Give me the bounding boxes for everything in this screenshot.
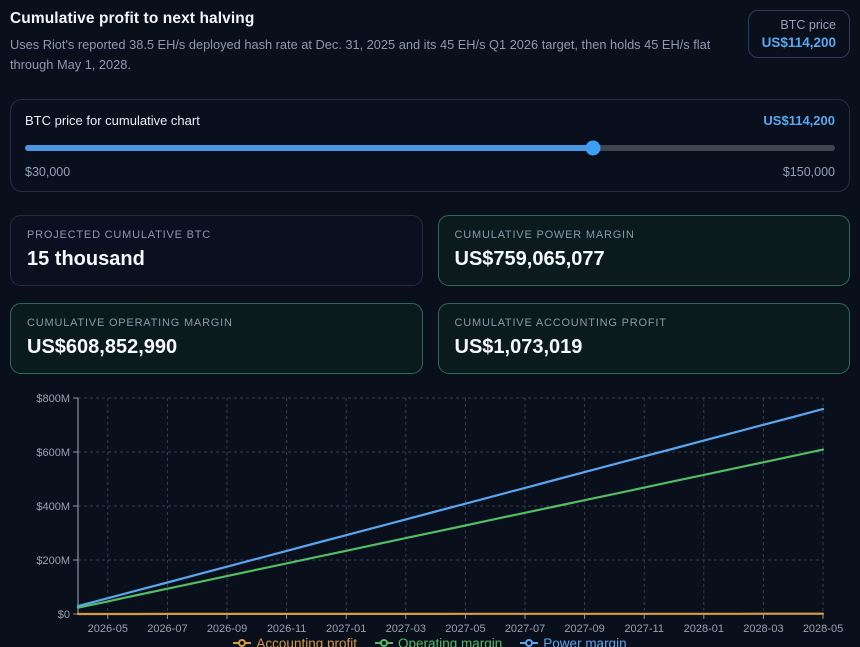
svg-text:2027-07: 2027-07 bbox=[505, 623, 545, 634]
slider-max-label: $150,000 bbox=[782, 164, 835, 179]
slider-min-label: $30,000 bbox=[25, 164, 71, 179]
header: Cumulative profit to next halving Uses R… bbox=[10, 10, 850, 75]
legend-label: Power margin bbox=[543, 635, 627, 647]
legend-label: Accounting profit bbox=[256, 635, 357, 647]
stat-value: US$608,852,990 bbox=[27, 335, 178, 358]
slider-range-labels: $30,000 $150,000 bbox=[25, 165, 835, 179]
stat-value: US$759,065,077 bbox=[454, 247, 605, 270]
stat-label: CUMULATIVE POWER MARGIN bbox=[454, 228, 635, 241]
stat-card-projected-cumulative-btc: PROJECTED CUMULATIVE BTC 15 thousand bbox=[10, 214, 423, 286]
stat-label: CUMULATIVE OPERATING MARGIN bbox=[27, 316, 233, 329]
svg-text:$200M: $200M bbox=[36, 555, 70, 567]
legend-line-icon bbox=[233, 639, 252, 647]
cumulative-profit-chart[interactable]: $0 $200M $400M $600M $800M 2026-05 2026-07 2026… bbox=[10, 384, 850, 634]
slider-label: BTC price for cumulative chart bbox=[25, 112, 200, 128]
btc-price-badge-value: US$114,200 bbox=[761, 35, 836, 50]
btc-price-slider[interactable] bbox=[25, 140, 835, 156]
legend-line-icon bbox=[520, 639, 539, 647]
svg-text:$800M: $800M bbox=[36, 393, 70, 405]
slider-thumb[interactable] bbox=[585, 140, 601, 156]
header-text: Cumulative profit to next halving Uses R… bbox=[10, 10, 748, 75]
slider-current-value: US$114,200 bbox=[763, 112, 835, 128]
slider-head: BTC price for cumulative chart US$114,20… bbox=[25, 113, 835, 128]
stat-value: US$1,073,019 bbox=[454, 335, 583, 358]
svg-text:2026-07: 2026-07 bbox=[147, 623, 187, 634]
page-description: Uses Riot's reported 38.5 EH/s deployed … bbox=[10, 37, 711, 72]
svg-text:2026-09: 2026-09 bbox=[207, 623, 247, 634]
svg-text:$600M: $600M bbox=[36, 447, 70, 459]
legend-item-accounting-profit: Accounting profit bbox=[233, 636, 357, 647]
svg-text:$0: $0 bbox=[58, 609, 70, 621]
page-title: Cumulative profit to next halving bbox=[10, 10, 255, 27]
slider-fill bbox=[25, 144, 594, 151]
svg-text:2026-05: 2026-05 bbox=[88, 623, 128, 634]
stat-card-cumulative-accounting-profit: CUMULATIVE ACCOUNTING PROFIT US$1,073,01… bbox=[437, 302, 850, 374]
stat-card-cumulative-operating-margin: CUMULATIVE OPERATING MARGIN US$608,852,9… bbox=[10, 302, 423, 374]
svg-text:2027-05: 2027-05 bbox=[445, 623, 485, 634]
btc-price-badge: BTC price US$114,200 bbox=[747, 10, 850, 58]
btc-price-slider-card: BTC price for cumulative chart US$114,20… bbox=[10, 98, 850, 192]
legend-label: Operating margin bbox=[397, 635, 503, 647]
legend-item-power-margin: Power margin bbox=[520, 635, 627, 647]
stat-label: CUMULATIVE ACCOUNTING PROFIT bbox=[454, 316, 667, 329]
svg-text:2028-03: 2028-03 bbox=[743, 623, 783, 634]
svg-text:2027-01: 2027-01 bbox=[326, 623, 366, 634]
svg-text:2028-01: 2028-01 bbox=[684, 623, 724, 634]
chart-section: $0 $200M $400M $600M $800M 2026-05 2026-07 2026… bbox=[10, 384, 850, 647]
stat-card-cumulative-power-margin: CUMULATIVE POWER MARGIN US$759,065,077 bbox=[437, 214, 850, 286]
legend-item-operating-margin: Operating margin bbox=[374, 635, 503, 647]
svg-text:$400M: $400M bbox=[36, 501, 70, 513]
svg-text:2026-11: 2026-11 bbox=[267, 623, 307, 634]
chart-legend: Accounting profit Operating margin Power m… bbox=[10, 636, 850, 647]
svg-text:2027-09: 2027-09 bbox=[564, 623, 604, 634]
svg-text:2027-03: 2027-03 bbox=[386, 623, 426, 634]
svg-text:2028-05: 2028-05 bbox=[803, 623, 843, 634]
btc-price-badge-label: BTC price bbox=[780, 18, 836, 32]
stats-grid: PROJECTED CUMULATIVE BTC 15 thousand CUM… bbox=[10, 214, 850, 374]
legend-line-icon bbox=[374, 639, 393, 647]
stat-label: PROJECTED CUMULATIVE BTC bbox=[27, 228, 212, 241]
svg-text:2027-11: 2027-11 bbox=[624, 623, 664, 634]
stat-value: 15 thousand bbox=[27, 247, 145, 270]
page: Cumulative profit to next halving Uses R… bbox=[10, 10, 850, 647]
